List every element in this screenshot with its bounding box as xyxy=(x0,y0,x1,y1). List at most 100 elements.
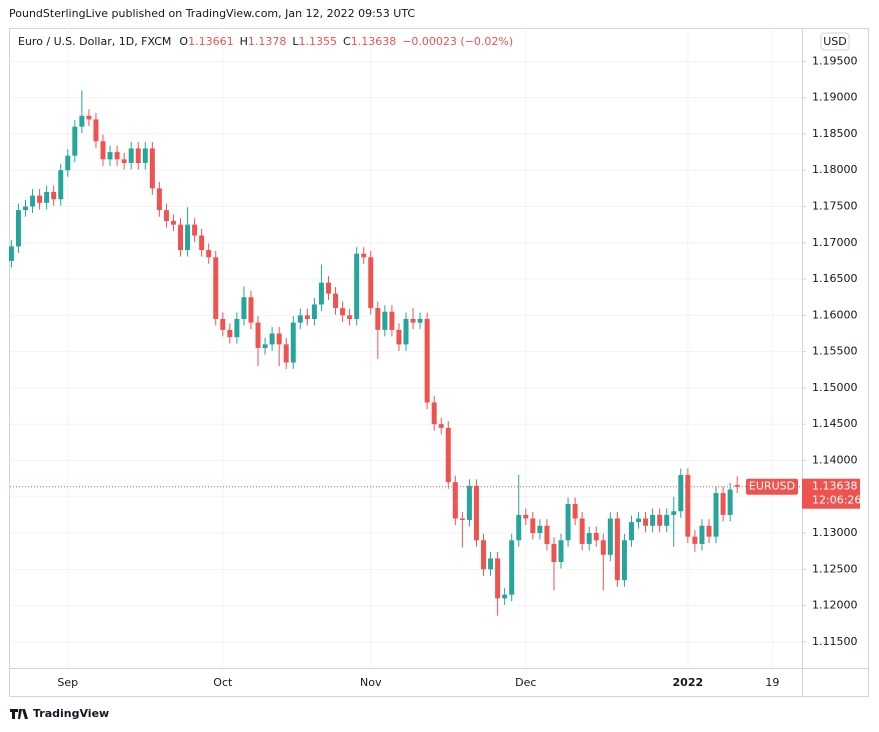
candle-body xyxy=(44,191,50,203)
symbol-tag xyxy=(746,478,798,495)
candle-body xyxy=(685,474,691,537)
symbol-label: EURUSD xyxy=(749,480,795,493)
x-tick-label: Sep xyxy=(57,676,78,689)
candle-body xyxy=(276,333,282,345)
candle-body xyxy=(163,210,169,222)
candle-body xyxy=(100,141,106,160)
candle-body xyxy=(657,514,663,526)
candle-body xyxy=(269,333,275,345)
y-tick-label: 1.17500 xyxy=(812,200,858,213)
y-tick-label: 1.19000 xyxy=(812,91,858,104)
candle-body xyxy=(283,344,289,363)
change-value: −0.00023 (−0.02%) xyxy=(402,35,513,48)
candle-body xyxy=(325,282,331,294)
candle-body xyxy=(445,427,451,483)
candle-body xyxy=(396,329,402,345)
x-tick-label: Oct xyxy=(213,676,233,689)
candle-body xyxy=(727,489,733,515)
candle-body xyxy=(544,525,550,544)
candle-body xyxy=(382,311,388,330)
candle-body xyxy=(156,188,162,211)
ohlc-value: 1.13661 xyxy=(188,35,234,48)
candle-body xyxy=(473,485,479,541)
y-tick-label: 1.12500 xyxy=(812,562,858,575)
currency-box xyxy=(820,32,850,51)
candle-body xyxy=(142,148,148,163)
candle-body xyxy=(481,540,487,570)
candle-body xyxy=(65,155,71,171)
candle-body xyxy=(452,482,458,519)
candle-body xyxy=(72,126,78,156)
candle-body xyxy=(720,493,726,515)
candle-body xyxy=(417,318,423,323)
candle-body xyxy=(734,485,740,487)
chart-frame xyxy=(9,28,869,697)
ohlc-letter: C xyxy=(343,35,351,48)
candle-body xyxy=(192,224,198,236)
candle-body xyxy=(636,518,642,523)
candle-body xyxy=(170,221,176,225)
candle-body xyxy=(241,297,247,319)
candle-body xyxy=(361,253,367,258)
candle-body xyxy=(354,253,360,319)
symbol-title: Euro / U.S. Dollar, 1D, FXCM xyxy=(18,35,171,48)
candle-body xyxy=(234,318,240,338)
candle-body xyxy=(509,540,515,595)
candle-body xyxy=(93,119,99,142)
candle-body xyxy=(290,322,296,363)
candle-body xyxy=(206,250,212,258)
candle-body xyxy=(58,170,64,200)
published-note: PoundSterlingLive published on TradingVi… xyxy=(9,7,415,20)
candle-body xyxy=(671,511,677,515)
candle-body xyxy=(121,159,127,163)
countdown: 12:06:26 xyxy=(812,494,861,507)
candle-body xyxy=(664,514,670,526)
candle-body xyxy=(607,518,613,555)
candle-body xyxy=(389,311,395,330)
candle-body xyxy=(523,514,529,519)
candle-body xyxy=(628,522,634,541)
candle-body xyxy=(466,485,472,520)
candle-body xyxy=(459,518,465,520)
candle-body xyxy=(699,525,705,544)
currency: USD xyxy=(823,35,847,48)
candle-body xyxy=(579,518,585,544)
candle-body xyxy=(86,115,92,120)
y-tick-label: 1.15500 xyxy=(812,345,858,358)
candle-body xyxy=(558,540,564,563)
y-tick-label: 1.14000 xyxy=(812,453,858,466)
ohlc-value: 1.13638 xyxy=(351,35,397,48)
candle-body xyxy=(403,318,409,345)
candle-body xyxy=(424,318,430,403)
x-tick-label: 19 xyxy=(765,676,779,689)
candle-body xyxy=(79,115,85,127)
ohlc-letter: L xyxy=(292,35,299,48)
candle-body xyxy=(128,148,134,163)
candles xyxy=(8,90,740,616)
legend-header: Euro / U.S. Dollar, 1D, FXCM O1.13661 H 1.1… xyxy=(18,35,513,48)
candle-body xyxy=(368,257,374,309)
y-tick-label: 1.16500 xyxy=(812,272,858,285)
candle-body xyxy=(107,152,113,160)
price-tag-value: 1.13638 xyxy=(812,480,858,493)
candle-body xyxy=(311,304,317,319)
candle-body xyxy=(706,525,712,537)
candle-body xyxy=(614,518,620,581)
candle-body xyxy=(516,514,522,541)
ohlc-letter: H xyxy=(240,35,248,48)
candle-body xyxy=(488,558,494,570)
candle-body xyxy=(149,148,155,189)
candle-body xyxy=(438,424,444,428)
ohlc-letter: O xyxy=(179,35,188,48)
candle-body xyxy=(37,195,43,203)
candle-body xyxy=(431,402,437,425)
candle-body xyxy=(304,315,310,319)
y-tick-label: 1.19500 xyxy=(812,54,858,67)
candle-body xyxy=(347,315,353,319)
candle-body xyxy=(643,518,649,526)
candle-body xyxy=(51,191,57,200)
candle-body xyxy=(333,293,339,309)
candle-body xyxy=(23,206,29,211)
candle-body xyxy=(255,322,261,348)
candle-body xyxy=(678,474,684,512)
